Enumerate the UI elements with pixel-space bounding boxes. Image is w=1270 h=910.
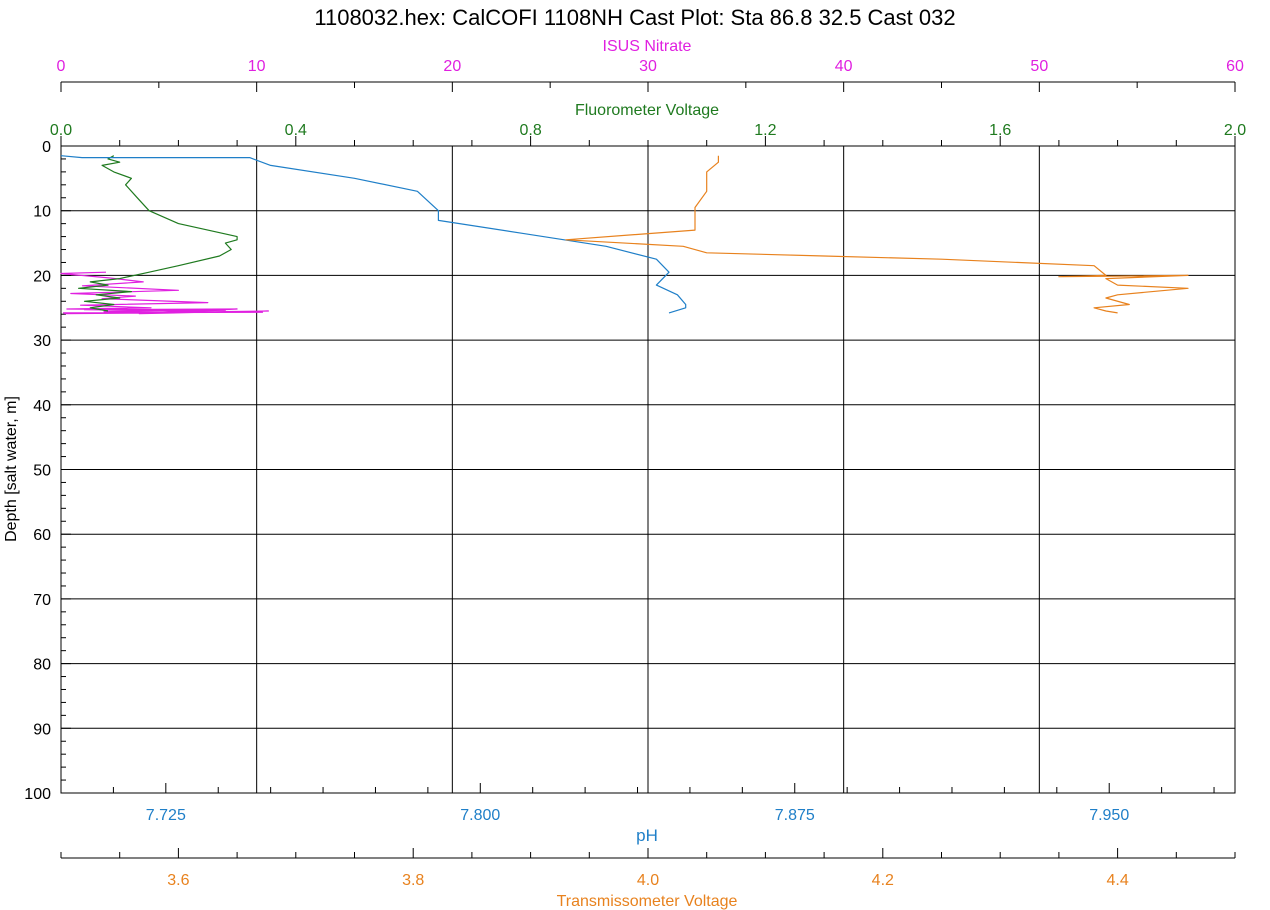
nitrate-tick-label: 50 xyxy=(1030,58,1048,75)
ph-tick-label: 7.950 xyxy=(1089,807,1129,824)
ph-series-line xyxy=(60,155,687,314)
fluorometer-tick-label: 0.4 xyxy=(285,122,307,139)
fluorometer-tick-label: 2.0 xyxy=(1224,122,1246,139)
nitrate-tick-label: 60 xyxy=(1226,58,1244,75)
fluorometer-tick-label: 1.6 xyxy=(989,122,1011,139)
depth-tick-label: 70 xyxy=(33,592,51,609)
fluorometer-tick-label: 1.2 xyxy=(754,122,776,139)
transmissometer-axis: 3.6 3.8 4.0 4.2 4.4 xyxy=(60,848,1236,889)
chart-grid xyxy=(60,145,1236,794)
transmissometer-tick-label: 4.0 xyxy=(637,872,659,889)
depth-tick-label: 0 xyxy=(42,139,51,156)
nitrate-tick-label: 20 xyxy=(443,58,461,75)
chart-title: 1108032.hex: CalCOFI 1108NH Cast Plot: S… xyxy=(314,5,955,30)
depth-tick-label: 20 xyxy=(33,268,51,285)
depth-tick-label: 50 xyxy=(33,463,51,480)
fluorometer-tick-label: 0.8 xyxy=(519,122,541,139)
transmissometer-tick-label: 4.4 xyxy=(1106,872,1128,889)
nitrate-tick-label: 0 xyxy=(57,58,66,75)
transmissometer-tick-label: 3.8 xyxy=(402,872,424,889)
depth-tick-label: 10 xyxy=(33,204,51,221)
ph-tick-label: 7.875 xyxy=(775,807,815,824)
ph-axis-label: pH xyxy=(636,826,658,845)
depth-tick-label: 30 xyxy=(33,333,51,350)
nitrate-tick-label: 10 xyxy=(248,58,266,75)
ph-axis: 7.725 7.800 7.875 7.950 xyxy=(60,783,1235,824)
depth-axis-label: Depth [salt water, m] xyxy=(3,396,20,542)
nitrate-tick-label: 40 xyxy=(835,58,853,75)
depth-tick-label: 100 xyxy=(24,786,51,803)
transmissometer-axis-label: Transmissometer Voltage xyxy=(557,893,738,910)
transmissometer-tick-label: 4.2 xyxy=(872,872,894,889)
nitrate-axis-label: ISUS Nitrate xyxy=(603,38,692,55)
depth-tick-label: 90 xyxy=(33,721,51,738)
ph-tick-label: 7.725 xyxy=(146,807,186,824)
transmissometer-series-line xyxy=(565,155,1189,314)
nitrate-tick-label: 30 xyxy=(639,58,657,75)
nitrate-axis: 0 10 20 30 40 50 60 xyxy=(57,58,1244,92)
depth-axis: 0 10 20 30 40 50 60 70 80 90 100 xyxy=(24,139,71,803)
fluorometer-axis-label: Fluorometer Voltage xyxy=(575,102,719,119)
depth-tick-label: 40 xyxy=(33,398,51,415)
fluorometer-tick-label: 0.0 xyxy=(50,122,72,139)
depth-tick-label: 60 xyxy=(33,527,51,544)
series-layer xyxy=(60,155,1189,315)
depth-tick-label: 80 xyxy=(33,657,51,674)
ph-tick-label: 7.800 xyxy=(460,807,500,824)
fluorometer-axis: 0.0 0.4 0.8 1.2 1.6 2.0 xyxy=(50,122,1246,147)
transmissometer-tick-label: 3.6 xyxy=(167,872,189,889)
fluorometer-series-line xyxy=(77,155,238,312)
